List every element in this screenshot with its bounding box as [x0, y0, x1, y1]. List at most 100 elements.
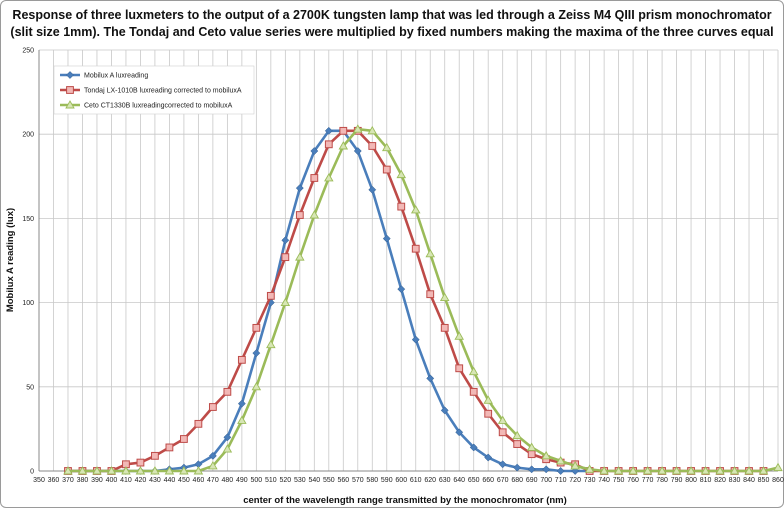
- data-point: [252, 323, 261, 332]
- data-point: [63, 466, 73, 475]
- data-point: [193, 466, 204, 475]
- x-tick-label: 820: [714, 477, 726, 484]
- data-point: [584, 464, 595, 473]
- x-tick-label: 600: [395, 477, 407, 484]
- y-tick-label: 50: [26, 384, 34, 391]
- x-tick-label: 360: [48, 477, 60, 484]
- data-point: [295, 211, 304, 219]
- tick-labels: 350 360 370 380 390 400 410 420 430 440 450 460 470 4…: [22, 48, 784, 485]
- data-point: [440, 323, 449, 332]
- x-tick-label: 530: [294, 477, 306, 484]
- x-tick-label: 770: [642, 477, 654, 484]
- data-point: [542, 465, 551, 474]
- data-point: [324, 126, 333, 135]
- data-point: [324, 173, 334, 182]
- data-point: [251, 381, 262, 391]
- x-tick-label: 350: [33, 477, 45, 484]
- data-point: [382, 234, 391, 243]
- data-point: [339, 126, 348, 135]
- data-point: [324, 140, 333, 149]
- x-tick-label: 380: [77, 477, 89, 484]
- data-point: [180, 435, 188, 443]
- x-tick-label: 520: [279, 477, 291, 484]
- data-point: [484, 409, 493, 418]
- x-tick-label: 660: [482, 477, 494, 484]
- series-line: [67, 127, 779, 473]
- data-point: [513, 440, 522, 448]
- x-tick-label: 840: [743, 477, 755, 484]
- x-tick-label: 680: [511, 477, 523, 484]
- x-tick-label: 610: [410, 477, 422, 484]
- x-axis-label: center of the wavelength range transmitt…: [243, 495, 567, 506]
- data-point: [165, 443, 174, 452]
- legend-marker: [65, 100, 75, 109]
- data-point: [252, 349, 261, 358]
- data-point: [135, 466, 146, 475]
- data-point: [208, 403, 217, 411]
- y-axis-label: Mobilux A reading (lux): [5, 208, 16, 312]
- data-point: [455, 428, 464, 437]
- data-point: [455, 364, 464, 373]
- x-tick-label: 710: [555, 477, 567, 484]
- x-tick-label: 650: [468, 477, 480, 484]
- data-point: [281, 236, 290, 245]
- data-point: [222, 444, 233, 453]
- x-tick-label: 560: [337, 477, 349, 484]
- legend-box: [53, 65, 255, 115]
- y-tick-label: 150: [22, 216, 34, 223]
- data-point: [208, 451, 217, 460]
- data-point: [338, 141, 349, 150]
- data-point: [353, 147, 362, 155]
- data-point: [179, 466, 189, 475]
- legend: Mobilux A luxreading Tondaj LX-1010B luxr…: [53, 65, 255, 115]
- x-tick-label: 810: [700, 477, 712, 484]
- x-tick-label: 640: [453, 477, 465, 484]
- data-point: [208, 461, 218, 470]
- data-point: [151, 451, 159, 460]
- x-tick-label: 780: [656, 477, 668, 484]
- legend-marker: [66, 86, 74, 94]
- legend-label: Tondaj LX-1010B luxreading corrected to …: [84, 88, 242, 95]
- x-tick-label: 800: [685, 477, 697, 484]
- x-tick-label: 480: [222, 477, 234, 484]
- data-point: [469, 443, 478, 452]
- data-point: [381, 142, 392, 152]
- x-tick-label: 460: [193, 477, 205, 484]
- data-point: [527, 450, 536, 459]
- x-tick-label: 760: [627, 477, 639, 484]
- data-point: [440, 406, 449, 415]
- x-tick-label: 500: [251, 477, 263, 484]
- data-point: [382, 165, 391, 174]
- x-tick-label: 620: [424, 477, 436, 484]
- data-point: [237, 355, 246, 364]
- legend-label: Ceto CT1330B luxreadingcorrected to mobi…: [84, 103, 233, 110]
- data-point: [468, 366, 479, 376]
- x-tick-label: 450: [178, 477, 190, 484]
- x-tick-label: 580: [366, 477, 378, 484]
- data-point: [368, 185, 377, 194]
- data-point: [541, 450, 551, 460]
- x-tick-label: 730: [584, 477, 596, 484]
- data-point: [570, 461, 580, 470]
- data-point: [527, 465, 536, 474]
- data-point: [484, 453, 493, 462]
- data-point: [498, 460, 507, 469]
- legend-marker: [66, 71, 74, 79]
- chart-title: Response of three luxmeters to the outpu…: [10, 8, 774, 39]
- data-point: [686, 466, 696, 475]
- data-point: [237, 399, 246, 408]
- data-point: [194, 419, 203, 428]
- data-point: [164, 466, 175, 475]
- data-point: [77, 466, 88, 475]
- data-point: [237, 415, 247, 424]
- data-point: [439, 292, 450, 301]
- data-point: [454, 331, 464, 340]
- x-tick-label: 430: [149, 477, 161, 484]
- x-tick-label: 670: [497, 477, 509, 484]
- data-point: [280, 297, 291, 307]
- data-point: [526, 442, 537, 451]
- data-point: [613, 466, 624, 475]
- y-tick-label: 200: [22, 132, 34, 139]
- x-tick-label: 390: [91, 477, 103, 484]
- data-point: [426, 290, 435, 299]
